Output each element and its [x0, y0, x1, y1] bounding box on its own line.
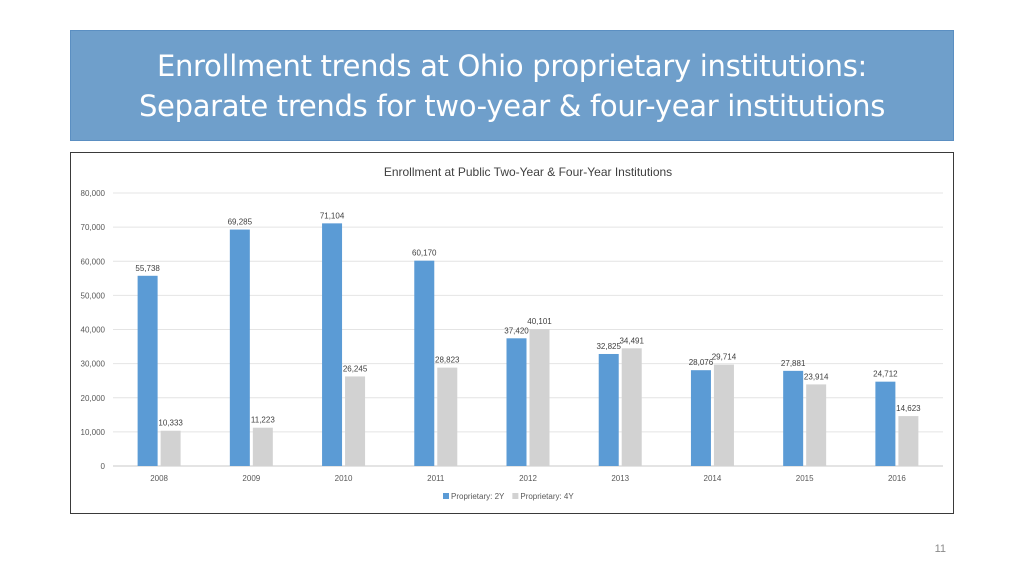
bar-2y — [506, 338, 527, 466]
data-label-2y: 37,420 — [504, 326, 529, 335]
data-label-2y: 71,104 — [320, 211, 345, 220]
bar-2y — [137, 275, 158, 466]
data-label-4y: 14,623 — [896, 404, 921, 413]
y-tick-label: 20,000 — [81, 394, 106, 403]
bar-2y — [229, 229, 250, 466]
bar-4y — [898, 416, 919, 466]
x-tick-label: 2016 — [888, 474, 906, 483]
legend-label-4y: Proprietary: 4Y — [520, 492, 574, 501]
data-label-2y: 28,076 — [689, 358, 714, 367]
data-label-4y: 11,223 — [251, 416, 275, 425]
y-tick-label: 40,000 — [81, 326, 106, 335]
bar-2y — [690, 370, 711, 466]
x-tick-label: 2013 — [611, 474, 629, 483]
bar-4y — [437, 367, 458, 466]
data-label-4y: 29,714 — [712, 353, 737, 362]
data-label-2y: 27,881 — [781, 359, 806, 368]
slide-title-line-2: Separate trends for two-year & four-year… — [138, 88, 886, 123]
x-tick-label: 2010 — [335, 474, 353, 483]
slide-title-line-1: Enrollment trends at Ohio proprietary in… — [156, 48, 868, 83]
data-label-2y: 24,712 — [873, 370, 898, 379]
title-banner: Enrollment trends at Ohio proprietary in… — [70, 30, 954, 141]
x-tick-label: 2011 — [427, 474, 445, 483]
bar-2y — [783, 370, 804, 466]
data-label-2y: 32,825 — [596, 342, 621, 351]
y-tick-label: 0 — [101, 462, 106, 471]
y-tick-label: 30,000 — [81, 360, 106, 369]
data-label-4y: 34,491 — [619, 336, 644, 345]
data-label-2y: 55,738 — [135, 264, 160, 273]
y-tick-label: 50,000 — [81, 291, 106, 300]
legend-label-2y: Proprietary: 2Y — [451, 492, 505, 501]
bar-2y — [414, 260, 435, 466]
bar-2y — [875, 381, 896, 466]
data-label-4y: 23,914 — [804, 372, 829, 381]
bar-4y — [252, 427, 273, 466]
y-tick-label: 10,000 — [81, 428, 106, 437]
bar-4y — [621, 348, 642, 466]
data-label-4y: 26,245 — [343, 364, 368, 373]
chart-frame: Enrollment at Public Two-Year & Four-Yea… — [70, 152, 954, 514]
bar-4y — [713, 364, 734, 466]
data-label-4y: 28,823 — [435, 356, 460, 365]
x-tick-label: 2015 — [796, 474, 814, 483]
x-tick-label: 2012 — [519, 474, 537, 483]
data-label-2y: 60,170 — [412, 249, 437, 258]
legend-swatch-4y — [512, 493, 519, 499]
bar-2y — [322, 223, 343, 466]
data-label-2y: 69,285 — [228, 218, 253, 227]
data-label-4y: 10,333 — [158, 419, 183, 428]
y-tick-label: 80,000 — [81, 189, 106, 198]
page-number: 11 — [934, 543, 946, 555]
bar-4y — [806, 384, 827, 466]
y-tick-label: 70,000 — [81, 223, 106, 232]
chart-title: Enrollment at Public Two-Year & Four-Yea… — [384, 165, 672, 179]
legend-swatch-2y — [443, 493, 449, 499]
bar-4y — [529, 329, 550, 466]
bar-4y — [160, 430, 181, 466]
data-label-4y: 40,101 — [527, 317, 552, 326]
bar-chart: Enrollment at Public Two-Year & Four-Yea… — [81, 165, 943, 501]
x-tick-label: 2009 — [242, 474, 260, 483]
bar-2y — [598, 353, 619, 466]
x-tick-label: 2014 — [704, 474, 722, 483]
bar-4y — [345, 376, 366, 466]
y-tick-label: 60,000 — [81, 257, 106, 266]
x-tick-label: 2008 — [150, 474, 168, 483]
